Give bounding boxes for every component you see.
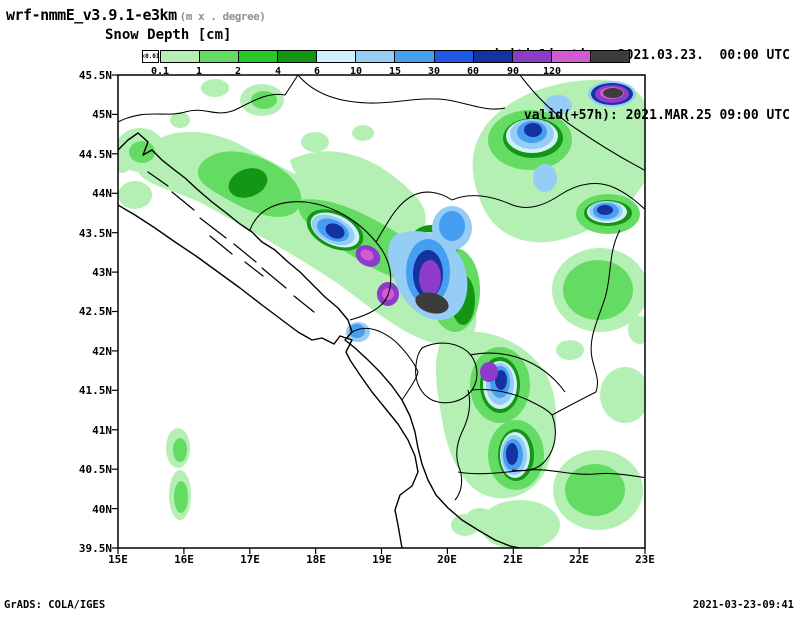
legend-under-threshold-box: <0.01 (141, 50, 160, 63)
contour-fill-darkgray (415, 88, 623, 314)
legend-segment (550, 51, 590, 62)
legend-segment (316, 51, 356, 62)
y-axis-label: 45N (92, 108, 112, 121)
x-axis-label: 15E (108, 553, 128, 566)
x-axis-label: 18E (306, 553, 326, 566)
legend-segment (355, 51, 395, 62)
y-axis-label: 39.5N (78, 542, 112, 555)
y-axis-label: 41N (92, 424, 112, 437)
legend-tick: 0.1 (150, 66, 170, 77)
legend-segment (161, 51, 200, 62)
render-timestamp: 2021-03-23-09:41 (692, 599, 794, 611)
x-axis-label: 19E (372, 553, 392, 566)
y-axis-label: 44N (92, 187, 112, 200)
legend-tick: 90 (506, 66, 520, 77)
legend-tick: 30 (427, 66, 441, 77)
legend-tick: 1 (195, 66, 203, 77)
country-borders (118, 75, 645, 501)
x-axis-label: 17E (240, 553, 260, 566)
variable-label: Snow Depth [cm] (105, 27, 232, 43)
legend-tick: 120 (542, 66, 562, 77)
x-axis-label: 23E (635, 553, 655, 566)
legend-tick: 60 (466, 66, 480, 77)
colorbar (160, 50, 630, 63)
y-axis-label: 45.5N (78, 69, 112, 82)
valid-time-label: valid(+57h): 2021.MAR.25 09:00 UTC (523, 108, 790, 123)
y-axis-label: 42.5N (78, 305, 112, 318)
coastline (118, 132, 521, 548)
y-axis-label: 40.5N (78, 463, 112, 476)
model-units-note: (m x . degree) (179, 10, 266, 23)
legend-tick: 4 (274, 66, 282, 77)
y-axis-label: 44.5N (78, 148, 112, 161)
legend-segment (511, 51, 551, 62)
legend-tick: 6 (313, 66, 321, 77)
x-axis-label: 20E (437, 553, 457, 566)
grads-credit: GrADS: COLA/IGES (4, 599, 106, 611)
legend-tick: 10 (349, 66, 363, 77)
y-axis-label: 40N (92, 503, 112, 516)
y-axis-label: 41.5N (78, 384, 112, 397)
legend-under-label: <0.01 (141, 53, 160, 60)
legend-tick: 2 (234, 66, 242, 77)
y-axis-label: 43N (92, 266, 112, 279)
legend-tick: 15 (388, 66, 402, 77)
legend-tick-labels: 0.1 1 2 4 6 10 15 30 60 90 120 (151, 66, 630, 78)
x-axis-label: 16E (174, 553, 194, 566)
legend-segment (394, 51, 434, 62)
legend-segment (277, 51, 317, 62)
legend-segment (199, 51, 239, 62)
x-axis-label: 21E (503, 553, 523, 566)
axis-ticks (112, 74, 646, 554)
y-axis-label: 43.5N (78, 227, 112, 240)
x-axis-label: 22E (569, 553, 589, 566)
model-title: wrf-nmmE_v3.9.1-e3km (m x . degree) (6, 6, 266, 24)
y-axis-label: 42N (92, 345, 112, 358)
legend-segment (238, 51, 278, 62)
islands (147, 171, 315, 313)
legend-segment (589, 51, 629, 62)
model-name: wrf-nmmE_v3.9.1-e3km (6, 6, 177, 24)
legend-segment (472, 51, 512, 62)
legend-segment (433, 51, 473, 62)
